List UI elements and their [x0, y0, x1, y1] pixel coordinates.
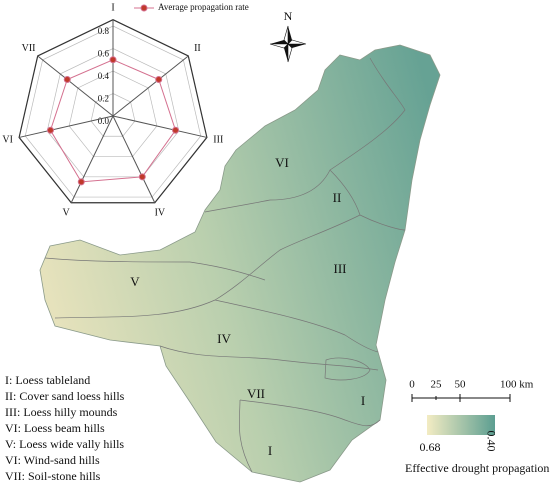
- category-label: IV: [155, 208, 166, 219]
- category-label: VII: [22, 43, 36, 54]
- r-tick-label: 0.2: [98, 94, 109, 104]
- data-point: [138, 173, 146, 181]
- region-label: III: [334, 261, 347, 276]
- category-label: III: [213, 134, 223, 145]
- legend-item: II: Cover sand loess hills: [5, 389, 125, 403]
- region-label: IV: [217, 331, 231, 346]
- region-label: VI: [275, 155, 289, 170]
- legend-label: Average propagation rate: [158, 2, 249, 12]
- outer-frame: [18, 19, 208, 204]
- grid-ring: [46, 48, 180, 178]
- axis-line: [112, 55, 189, 117]
- category-label: V: [63, 208, 71, 219]
- axis-line: [112, 115, 156, 203]
- legend-item: VI: Loess beam hills: [5, 421, 105, 435]
- region-boundaries: [44, 57, 406, 473]
- axis-line: [37, 55, 114, 117]
- study-area: [39, 44, 441, 483]
- scale-label: 25: [431, 379, 443, 391]
- colorbar: [427, 415, 495, 435]
- r-tick-label: 0.8: [98, 26, 110, 36]
- data-point: [155, 76, 163, 84]
- axis-line: [19, 115, 114, 138]
- legend-item: VII: Soil-stone hills: [5, 469, 101, 483]
- category-label: II: [194, 43, 201, 54]
- data-point: [63, 76, 71, 84]
- north-label: N: [284, 9, 293, 23]
- r-tick-label: 0.4: [98, 71, 110, 81]
- grid-ring: [24, 25, 202, 198]
- colorbar-high: 0.40: [484, 431, 498, 452]
- grid-ring: [68, 70, 158, 157]
- scale-label: 50: [455, 379, 467, 391]
- data-point: [77, 178, 85, 186]
- region-label: II: [333, 190, 342, 205]
- colorbar-title: Effective drought propagation rate: [405, 461, 550, 475]
- scale-label: 0: [409, 379, 415, 391]
- region-label: I: [361, 393, 365, 408]
- r-tick-label: 0.0: [98, 116, 110, 126]
- north-arrow: [269, 25, 307, 63]
- grid-ring: [90, 93, 136, 137]
- legend-marker: [140, 4, 148, 12]
- region-label: I: [268, 443, 272, 458]
- legend-item: VI: Wind-sand hills: [5, 453, 100, 467]
- category-label: VI: [2, 134, 13, 145]
- legend-item: V: Loess wide vally hills: [5, 437, 124, 451]
- series-line: [49, 59, 177, 183]
- region-label: V: [130, 274, 140, 289]
- legend-item: III: Loess hilly mounds: [5, 405, 118, 419]
- scale-bar: [411, 394, 511, 402]
- data-point: [172, 126, 180, 134]
- data-point: [46, 126, 54, 134]
- region-label: VII: [247, 386, 265, 401]
- colorbar-low: 0.68: [420, 440, 441, 454]
- data-point: [109, 56, 117, 64]
- category-label: I: [111, 2, 114, 13]
- r-tick-label: 0.6: [98, 49, 110, 59]
- axis-line: [70, 115, 114, 203]
- axis-line: [112, 115, 207, 138]
- scale-label: 100 km: [500, 379, 534, 391]
- legend-item: I: Loess tableland: [5, 373, 90, 387]
